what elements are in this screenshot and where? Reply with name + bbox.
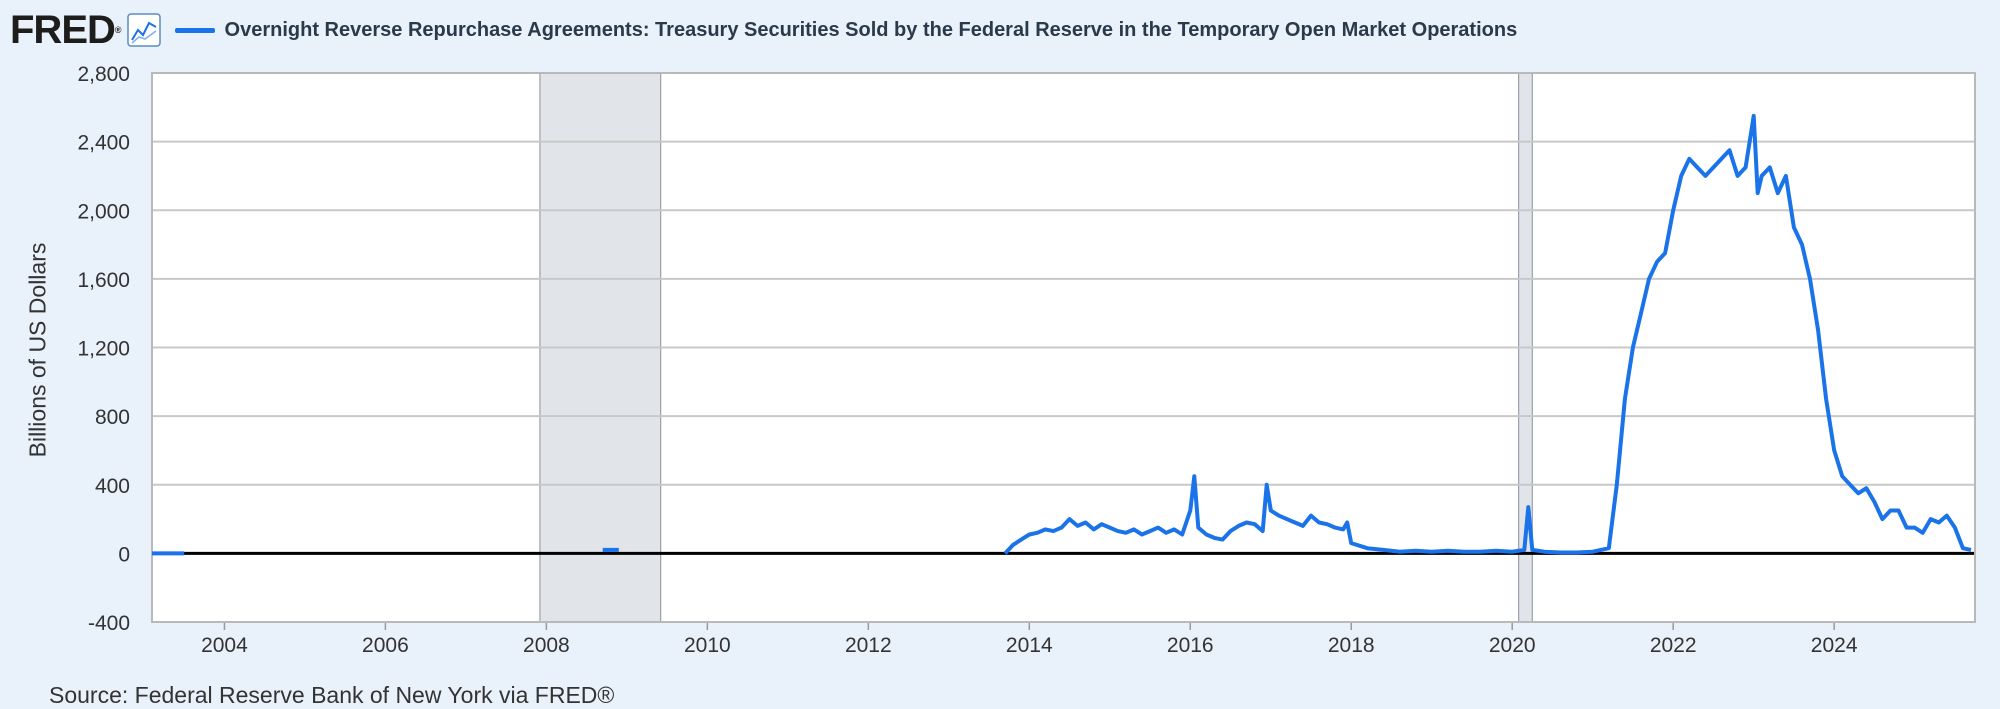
x-tick-label: 2014 bbox=[1006, 634, 1053, 657]
plot-border bbox=[151, 72, 1976, 623]
source-note: Source: Federal Reserve Bank of New York… bbox=[49, 682, 615, 708]
x-tick-label: 2012 bbox=[845, 634, 892, 657]
x-tick-label: 2020 bbox=[1489, 634, 1536, 657]
x-tick-labels: 2004 2006 2008 2010 2012 2014 2016 2018 2020 2022… bbox=[201, 622, 1858, 657]
x-tick-label: 2024 bbox=[1811, 634, 1858, 657]
x-tick-label: 2004 bbox=[201, 634, 248, 657]
x-tick-label: 2022 bbox=[1650, 634, 1697, 657]
series-line bbox=[151, 72, 1976, 623]
y-tick-label: 2,000 bbox=[77, 200, 130, 223]
x-tick-label: 2006 bbox=[362, 634, 409, 657]
chart-title[interactable]: Overnight Reverse Repurchase Agreements:… bbox=[224, 18, 1518, 41]
x-tick-label: 2018 bbox=[1328, 634, 1375, 657]
y-tick-label: 0 bbox=[118, 543, 130, 566]
plot-background bbox=[152, 73, 1975, 622]
y-tick-label: 800 bbox=[95, 406, 130, 429]
y-tick-label: 400 bbox=[95, 475, 130, 498]
x-tick-label: 2010 bbox=[684, 634, 731, 657]
fred-logo[interactable]: FRED® bbox=[10, 8, 121, 52]
y-tick-label: 2,800 bbox=[77, 63, 130, 86]
x-tick-label: 2016 bbox=[1167, 634, 1214, 657]
chart-line-icon[interactable] bbox=[126, 13, 161, 47]
x-tick-label: 2008 bbox=[523, 634, 570, 657]
y-axis-label: Billions of US Dollars bbox=[24, 242, 51, 458]
plot-frame bbox=[152, 73, 1975, 622]
y-tick-label: 2,400 bbox=[77, 132, 130, 155]
grid-lines bbox=[152, 72, 1975, 623]
y-tick-label: 1,200 bbox=[77, 338, 130, 361]
y-tick-label: -400 bbox=[88, 612, 130, 635]
recession-band bbox=[539, 72, 662, 623]
legend-swatch bbox=[174, 27, 215, 33]
chart-header: FRED® Overnight Reverse Repurchase Agree… bbox=[10, 6, 1517, 54]
y-tick-labels: -400 0 400 800 1,200 1,600 2,000 2,400 2,800 bbox=[77, 63, 130, 635]
recession-shading bbox=[539, 72, 1533, 623]
recession-band bbox=[1518, 72, 1533, 623]
y-tick-label: 1,600 bbox=[77, 269, 130, 292]
series-line-segment bbox=[1003, 113, 1972, 555]
